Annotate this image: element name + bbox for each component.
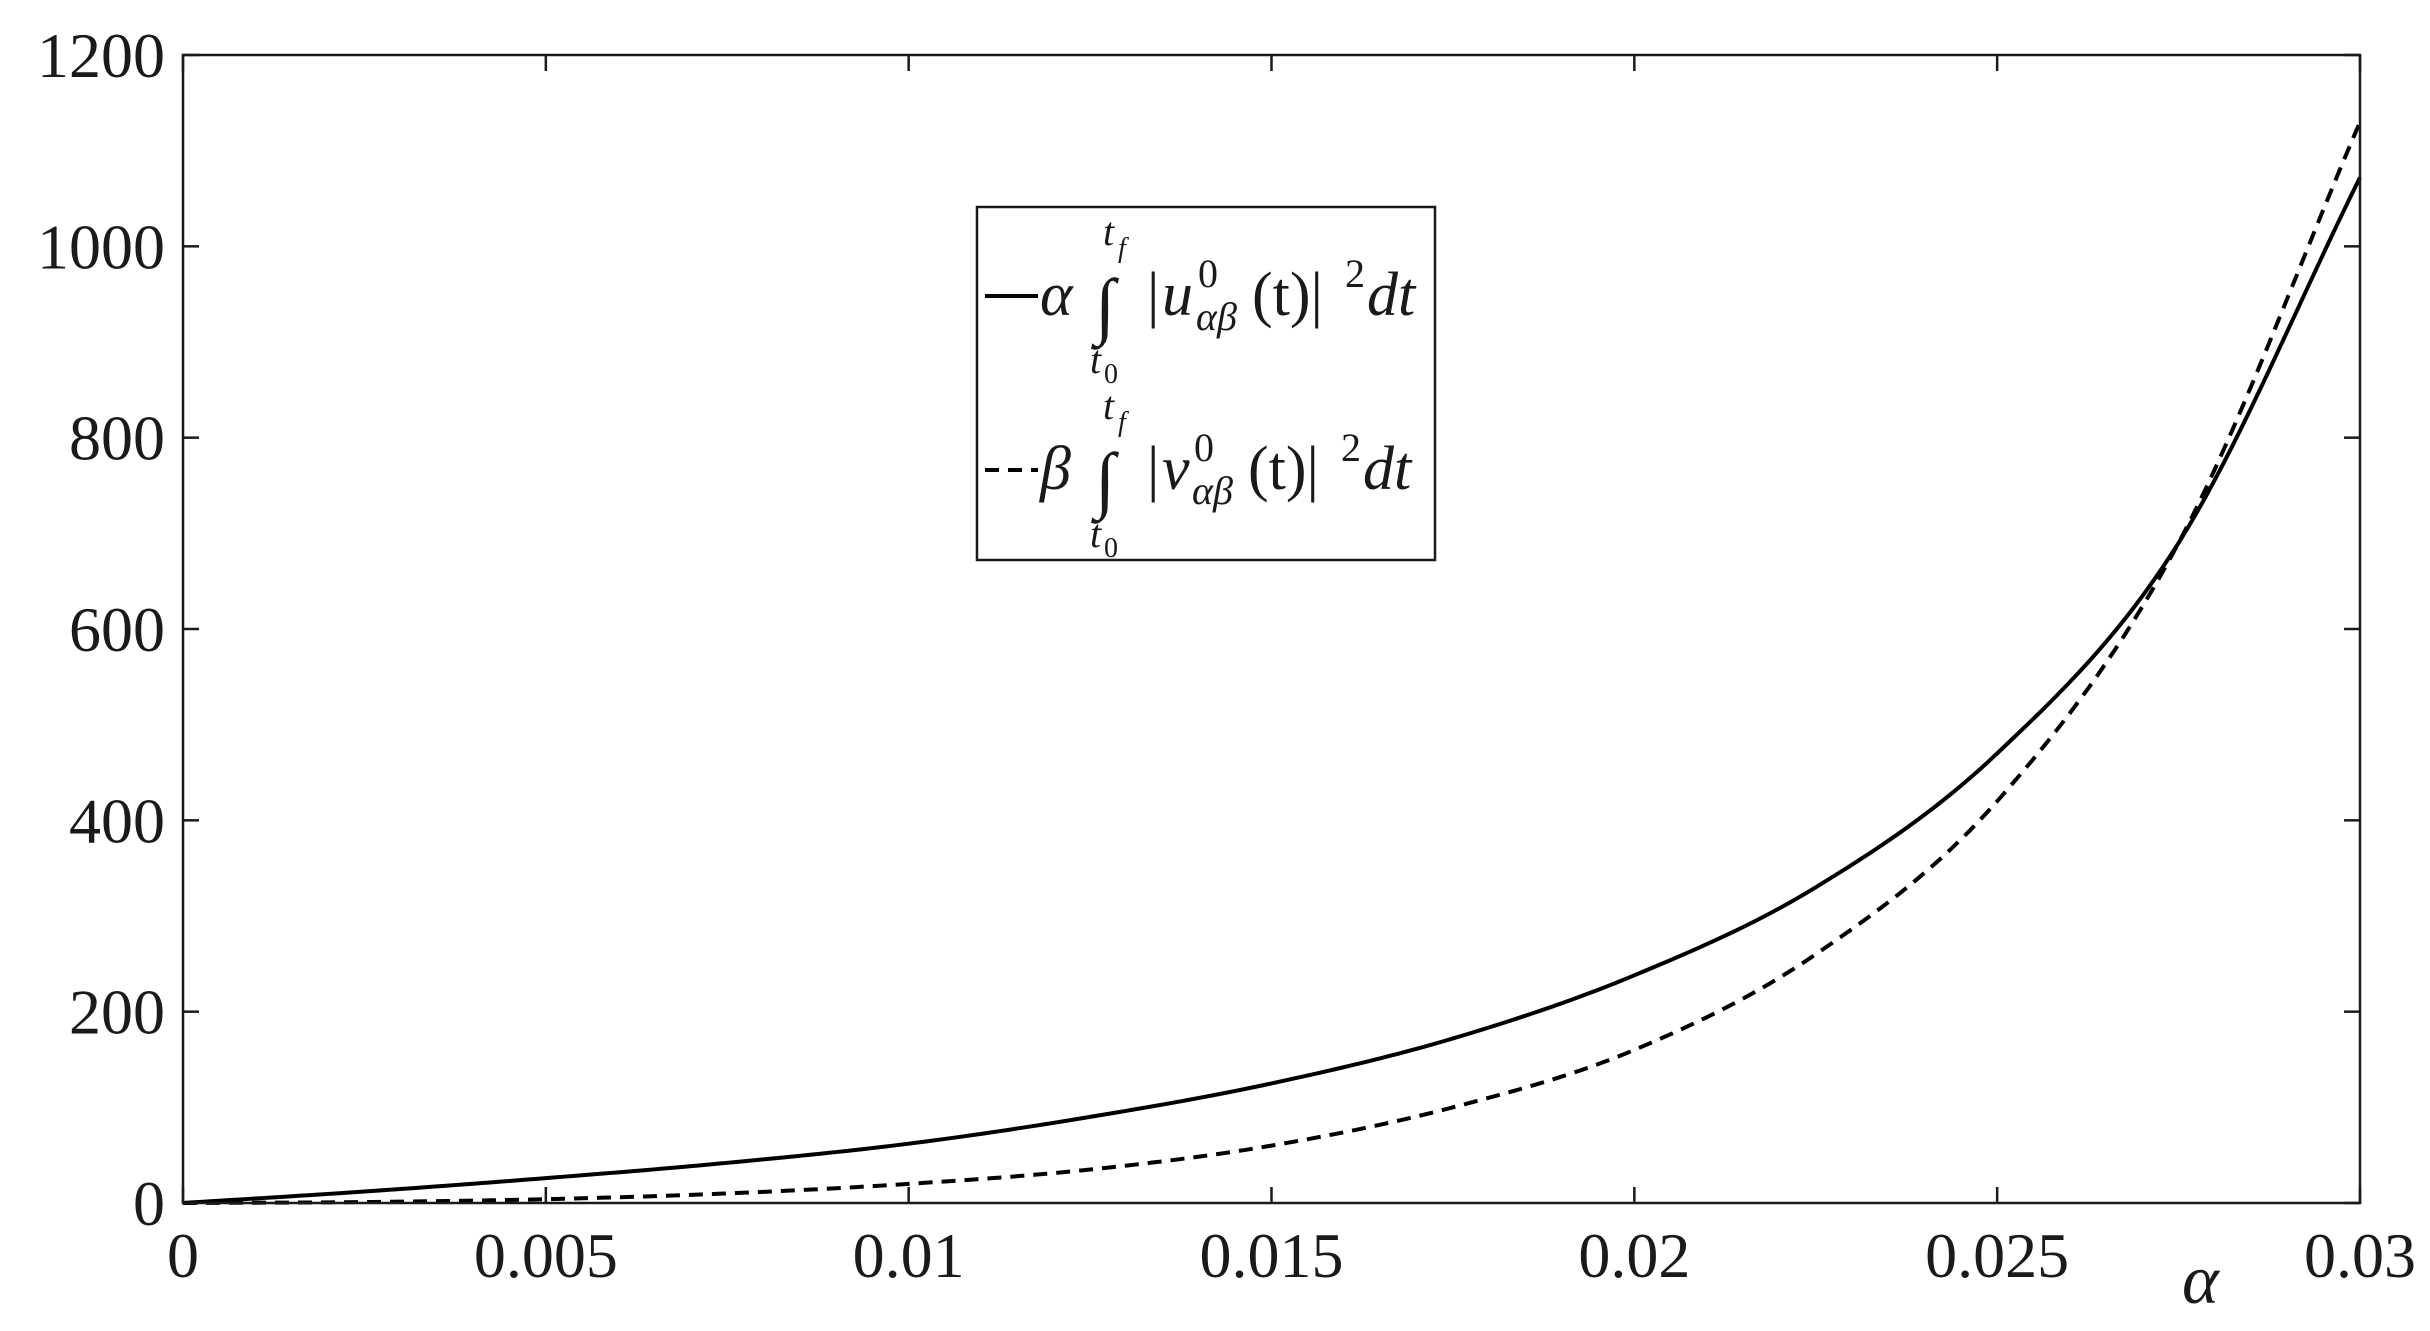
legend-box [975, 205, 1437, 562]
legend: α ∫ t f t 0 | u 0 αβ (t)| 2 dt β ∫ t f t… [975, 205, 1437, 564]
integral-sign: ∫ [1091, 265, 1120, 350]
x-axis-label: α [2182, 1242, 2220, 1319]
x-tick-label: 0.01 [853, 1220, 965, 1291]
integral-upper-limit: t [1103, 209, 1115, 254]
function-argument: (t)| [1252, 261, 1323, 329]
function-argument: (t)| [1248, 435, 1319, 503]
function-superscript: 0 [1198, 251, 1218, 296]
integral-sign: ∫ [1091, 439, 1120, 524]
function-subscript: αβ [1192, 468, 1233, 513]
series-lines [182, 121, 2362, 1205]
integral-lower-limit-sub: 0 [1104, 359, 1118, 390]
abs-open: | [1147, 435, 1159, 503]
x-tick-label: 0.025 [1925, 1220, 2069, 1291]
x-tick-label: 0.03 [2304, 1220, 2416, 1291]
x-tick-label: 0.015 [1200, 1220, 1344, 1291]
function-name: u [1162, 261, 1193, 329]
plot-frame [181, 53, 2362, 1205]
legend-entry-2: β ∫ t f t 0 | v 0 αβ (t)| 2 dt [985, 383, 1413, 564]
abs-open: | [1147, 261, 1159, 329]
integral-lower-limit: t [1090, 511, 1102, 556]
y-tick-label: 0 [133, 1168, 165, 1239]
axis-tick-labels: 0 0.005 0.01 0.015 0.02 0.025 0.03020040060080… [37, 20, 2416, 1291]
series-line-2 [182, 121, 2362, 1205]
x-tick-label: 0.02 [1578, 1220, 1690, 1291]
differential: dt [1367, 261, 1417, 329]
integral-upper-limit-sub: f [1118, 407, 1129, 438]
legend-entry-1: α ∫ t f t 0 | u 0 αβ (t)| 2 dt [985, 209, 1417, 390]
power: 2 [1341, 425, 1361, 470]
y-tick-label: 400 [69, 785, 165, 856]
y-tick-label: 1200 [37, 20, 165, 91]
function-superscript: 0 [1194, 425, 1214, 470]
differential: dt [1363, 435, 1413, 503]
y-tick-label: 800 [69, 403, 165, 474]
legend-coefficient: α [1040, 261, 1074, 329]
x-tick-label: 0.005 [474, 1220, 618, 1291]
integral-upper-limit-sub: f [1118, 233, 1129, 264]
function-subscript: αβ [1196, 294, 1237, 339]
y-tick-label: 200 [69, 977, 165, 1048]
legend-coefficient: β [1039, 435, 1071, 503]
integral-upper-limit: t [1103, 383, 1115, 428]
y-tick-label: 600 [69, 594, 165, 665]
series-line-1 [182, 176, 2362, 1205]
power: 2 [1345, 251, 1365, 296]
y-tick-label: 1000 [37, 211, 165, 282]
function-name: v [1162, 435, 1190, 503]
integral-lower-limit: t [1090, 337, 1102, 382]
integral-lower-limit-sub: 0 [1104, 533, 1118, 564]
x-tick-label: 0 [167, 1220, 199, 1291]
